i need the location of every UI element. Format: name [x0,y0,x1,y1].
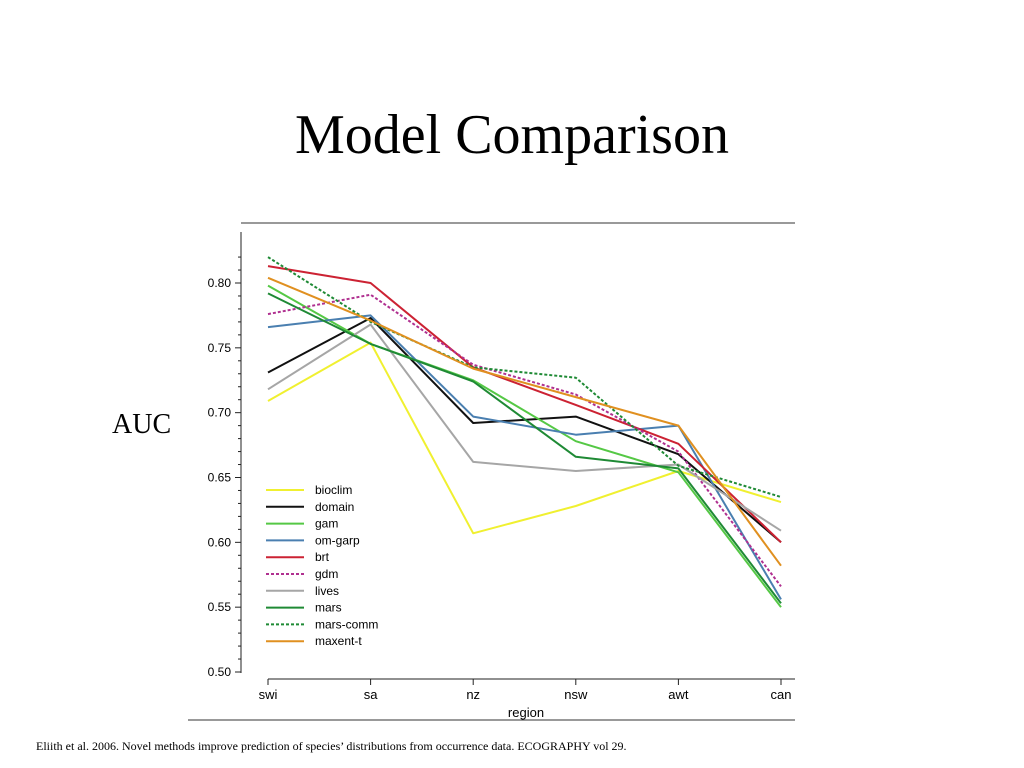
y-tick-label: 0.50 [208,665,232,679]
series-line-gdm [267,293,782,588]
slide-title: Model Comparison [295,104,729,166]
series-line-mars [267,292,782,604]
x-tick-label: nz [466,687,480,702]
y-axis-side-label: AUC [112,409,172,440]
legend-label-brt: brt [315,550,330,564]
y-tick-label: 0.55 [208,600,232,614]
y-tick-label: 0.80 [208,276,232,290]
x-axis-label: region [508,705,544,720]
auc-line-chart: 0.80 0.75 0.70 0.65 0.60 0.55 0.50 swi sa nz nsw a… [188,222,795,721]
citation: Eliith et al. 2006. Novel methods improv… [36,739,627,753]
legend-label-maxent-t: maxent-t [315,634,362,648]
x-tick-label: swi [259,687,278,702]
chart-frame [188,222,795,721]
legend-label-om-garp: om-garp [315,533,360,547]
y-tick-label: 0.60 [208,535,232,549]
series-line-gam [267,284,782,608]
x-axis: swi sa nz nsw awt can [259,679,792,702]
x-tick-label: can [771,687,792,702]
y-axis: 0.80 0.75 0.70 0.65 0.60 0.55 0.50 [208,256,241,679]
y-tick-label: 0.75 [208,341,232,355]
legend-label-lives: lives [315,584,339,598]
legend-label-mars-comm: mars-comm [315,617,378,631]
legend-label-gam: gam [315,517,338,531]
x-tick-label: sa [364,687,379,702]
x-tick-label: nsw [564,687,588,702]
series-line-maxent-t [267,276,782,567]
series-line-om-garp [267,314,782,600]
legend: bioclim domain gam om-garp brt gdm lives mars ma… [266,483,378,648]
legend-label-gdm: gdm [315,567,338,581]
legend-label-bioclim: bioclim [315,483,352,497]
legend-label-mars: mars [315,601,342,615]
series-line-brt [267,265,782,544]
series-line-mars-comm [267,256,782,498]
x-tick-label: awt [668,687,689,702]
y-tick-label: 0.65 [208,471,232,485]
series-layer [267,256,782,608]
legend-label-domain: domain [315,500,354,514]
y-tick-label: 0.70 [208,406,232,420]
